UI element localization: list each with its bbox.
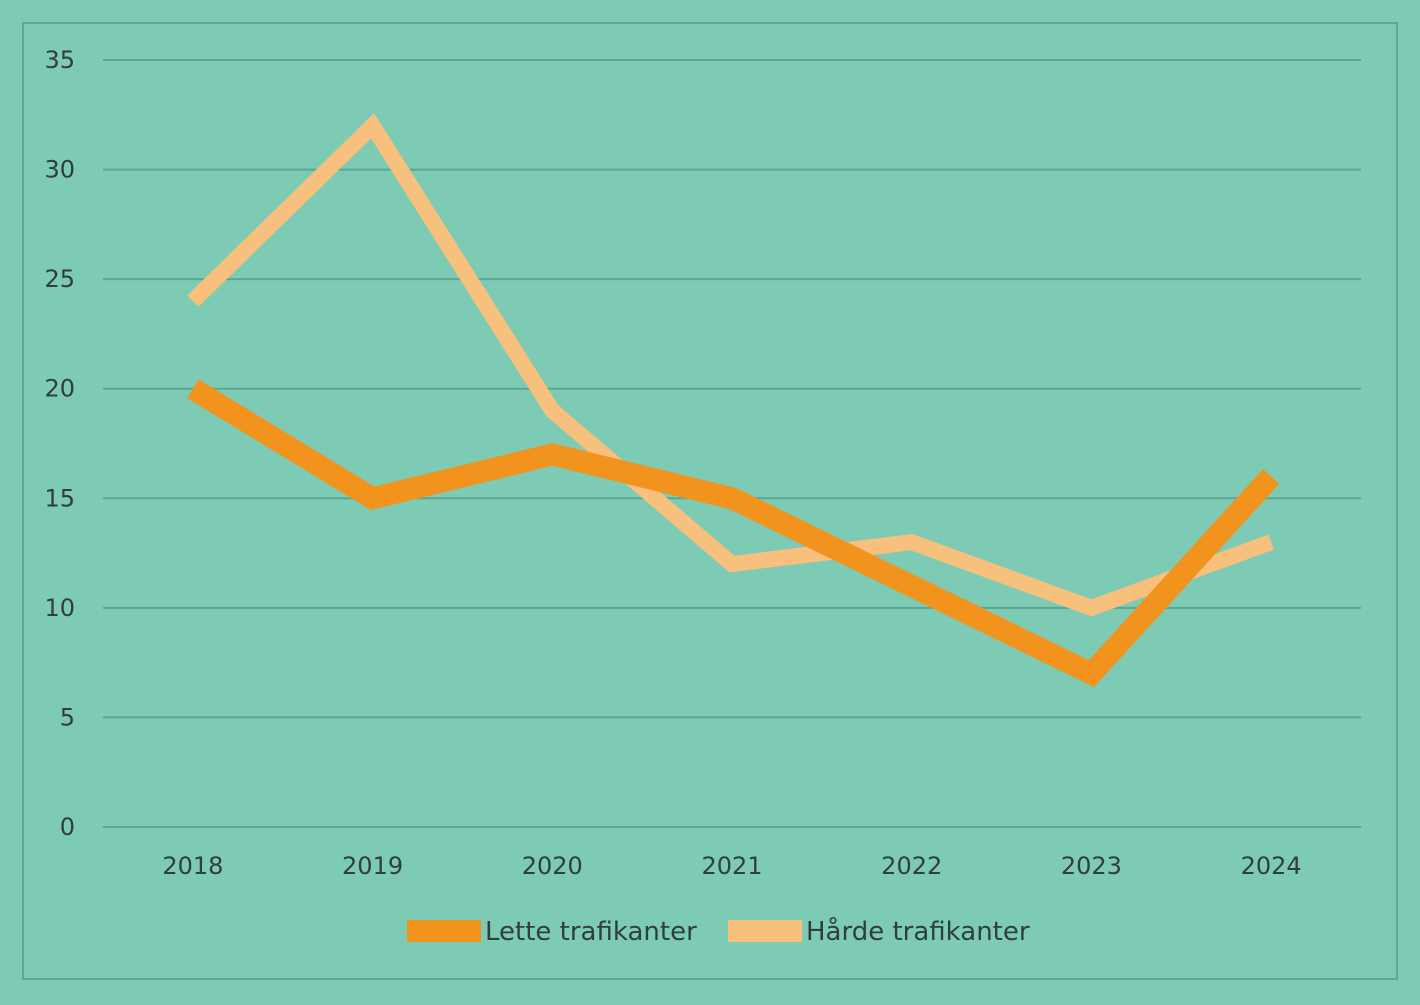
y-tick-label: 15	[44, 484, 75, 512]
x-tick-label: 2020	[522, 852, 583, 880]
x-tick-label: 2023	[1061, 852, 1122, 880]
x-tick-label: 2019	[342, 852, 403, 880]
y-tick-label: 5	[60, 703, 75, 731]
x-tick-label: 2018	[162, 852, 223, 880]
x-tick-label: 2024	[1241, 852, 1302, 880]
y-tick-label: 25	[44, 265, 75, 293]
series-line-lette-trafikanter	[187, 379, 1280, 688]
x-tick-label: 2022	[881, 852, 942, 880]
y-tick-label: 20	[44, 375, 75, 403]
x-axis-ticks: 2018 2019 2020 2021 2022 2023 2024	[162, 852, 1301, 880]
legend-swatch	[407, 920, 481, 942]
x-tick-label: 2021	[701, 852, 762, 880]
series-lines	[187, 113, 1280, 688]
y-tick-label: 30	[44, 156, 75, 184]
y-tick-label: 10	[44, 594, 75, 622]
legend-label: Lette trafikanter	[485, 917, 697, 947]
legend-swatch	[728, 920, 802, 942]
y-axis-ticks: 0 5 10 15 20 25 30 35	[44, 46, 75, 841]
y-tick-label: 0	[60, 813, 75, 841]
series-line-h-rde-trafikanter	[187, 113, 1274, 617]
y-tick-label: 35	[44, 46, 75, 74]
legend-label: Hårde trafikanter	[806, 916, 1030, 947]
legend: Lette trafikanter Hårde trafikanter	[407, 916, 1030, 947]
gridlines	[103, 59, 1361, 828]
